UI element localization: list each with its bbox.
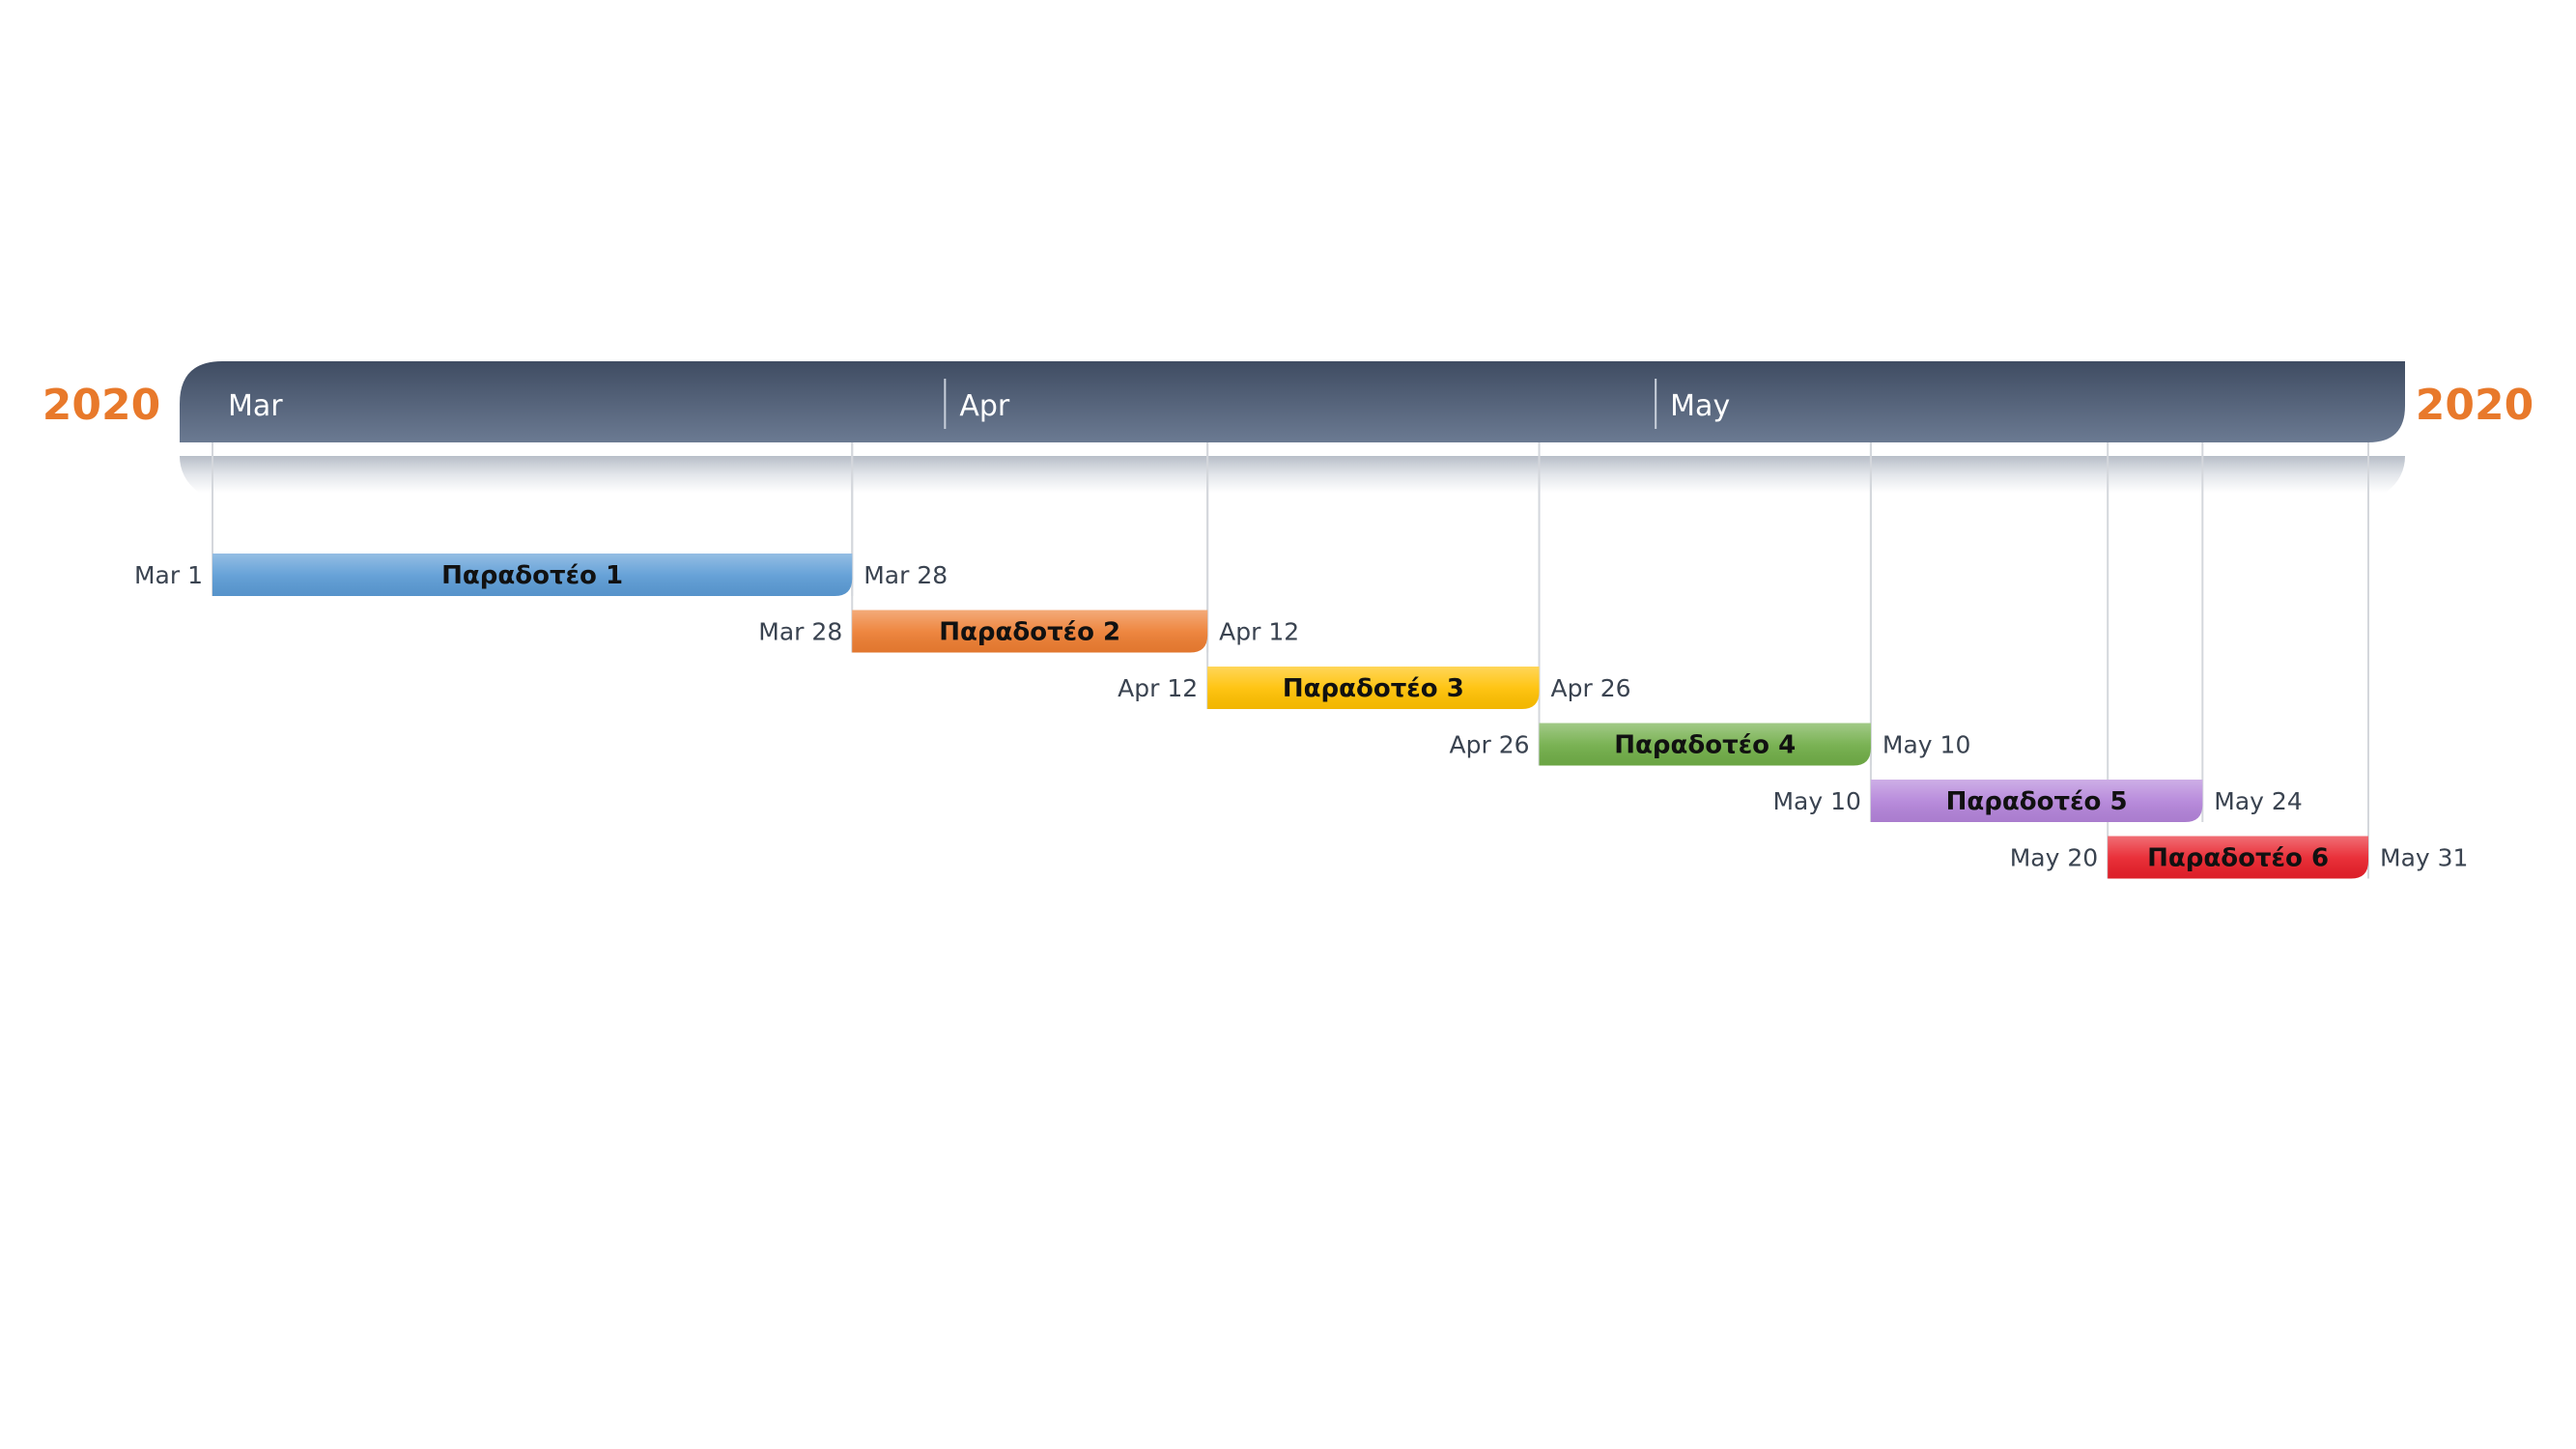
task-bar-gloss	[1207, 667, 1540, 709]
task-name: Παραδοτέο 5	[1946, 787, 2128, 816]
month-labels: Mar Apr May	[228, 389, 1730, 423]
task-6[interactable]: Παραδοτέο 6 May 20 May 31	[2010, 836, 2469, 879]
task-name: Παραδοτέο 2	[939, 618, 1120, 647]
task-5[interactable]: Παραδοτέο 5 May 10 May 24	[1772, 780, 2303, 822]
task-bar-gloss	[2108, 836, 2368, 879]
task-name: Παραδοτέο 4	[1614, 731, 1796, 760]
task-name: Παραδοτέο 1	[441, 561, 623, 590]
date-guide-lines	[212, 442, 2369, 879]
timescale-band-shadow	[180, 456, 2405, 493]
month-label: Apr	[959, 389, 1010, 423]
task-start-date: Mar 1	[134, 561, 203, 589]
task-end-date: Apr 12	[1219, 618, 1299, 646]
timescale-band	[180, 361, 2405, 442]
task-start-date: May 10	[1772, 787, 1860, 815]
year-label-left: 2020	[42, 381, 160, 430]
task-end-date: May 10	[1882, 731, 1970, 759]
task-end-date: Apr 26	[1551, 674, 1631, 702]
task-bar-gloss	[1870, 780, 2203, 822]
task-bar-gloss	[212, 554, 853, 596]
task-4[interactable]: Παραδοτέο 4 Apr 26 May 10	[1450, 723, 1971, 766]
task-2[interactable]: Παραδοτέο 2 Mar 28 Apr 12	[758, 610, 1299, 653]
month-label: May	[1670, 389, 1730, 423]
task-1[interactable]: Παραδοτέο 1 Mar 1 Mar 28	[134, 554, 948, 596]
task-bar-gloss	[852, 610, 1208, 653]
month-label: Mar	[228, 389, 283, 423]
task-end-date: May 24	[2214, 787, 2302, 815]
month-dividers	[944, 379, 1657, 429]
task-3[interactable]: Παραδοτέο 3 Apr 12 Apr 26	[1118, 667, 1631, 709]
task-name: Παραδοτέο 6	[2147, 844, 2329, 873]
task-start-date: Mar 28	[758, 618, 842, 646]
task-bars: Παραδοτέο 1 Mar 1 Mar 28 Παραδοτέο 2 Mar 28 A…	[134, 554, 2468, 879]
task-start-date: May 20	[2010, 844, 2098, 872]
task-end-date: Mar 28	[863, 561, 948, 589]
task-bar-gloss	[1539, 723, 1871, 766]
year-label-right: 2020	[2416, 381, 2534, 430]
task-start-date: Apr 26	[1450, 731, 1530, 759]
task-end-date: May 31	[2380, 844, 2468, 872]
task-name: Παραδοτέο 3	[1283, 674, 1464, 703]
task-start-date: Apr 12	[1118, 674, 1198, 702]
